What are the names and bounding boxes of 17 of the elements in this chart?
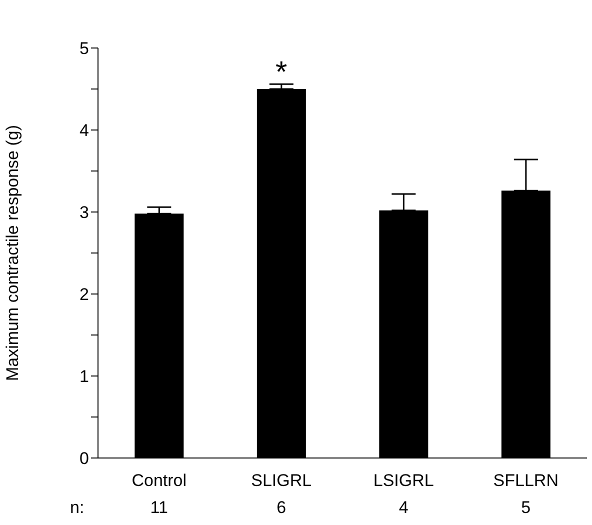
x-tick-label: SFLLRN	[493, 471, 558, 490]
x-tick-label: SLIGRL	[251, 471, 312, 490]
x-tick-label: Control	[132, 471, 187, 490]
text: n:	[70, 498, 84, 518]
y-tick-label: 0	[80, 449, 89, 468]
annotation: *	[276, 56, 288, 90]
y-tick-label: 1	[80, 367, 89, 386]
text: 6	[276, 498, 286, 518]
y-axis-title: Maximum contractile response (g)	[3, 124, 22, 382]
y-tick-label: 3	[80, 203, 89, 222]
x-tick-label: LSIGRL	[373, 471, 434, 490]
y-tick-label: 2	[80, 285, 89, 304]
text: 5	[521, 498, 531, 518]
text: 11	[150, 498, 168, 518]
text: 4	[398, 498, 408, 518]
y-tick-label: 4	[80, 121, 89, 140]
y-tick-label: 5	[80, 39, 89, 58]
